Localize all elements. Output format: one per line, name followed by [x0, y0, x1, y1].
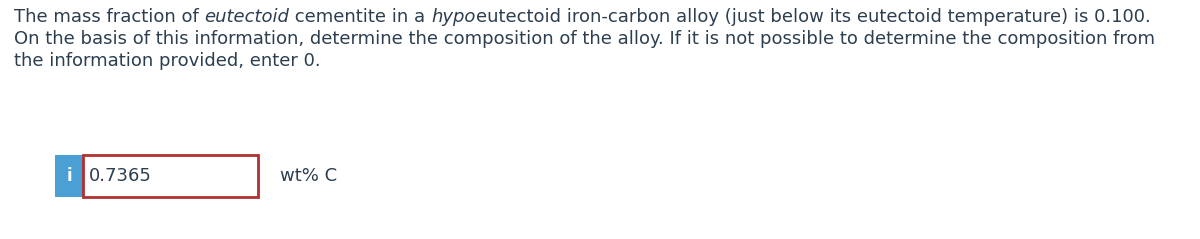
Text: 0.7365: 0.7365 — [89, 167, 152, 185]
Text: hypo: hypo — [431, 8, 475, 26]
Text: eutectoid: eutectoid — [204, 8, 289, 26]
Text: wt% C: wt% C — [280, 167, 337, 185]
Text: the information provided, enter 0.: the information provided, enter 0. — [14, 52, 320, 70]
Text: cementite in a: cementite in a — [289, 8, 431, 26]
Text: eutectoid iron-carbon alloy (just below its eutectoid temperature) is 0.100.: eutectoid iron-carbon alloy (just below … — [475, 8, 1151, 26]
Text: i: i — [66, 167, 72, 185]
Text: On the basis of this information, determine the composition of the alloy. If it : On the basis of this information, determ… — [14, 30, 1154, 48]
Text: The mass fraction of: The mass fraction of — [14, 8, 204, 26]
